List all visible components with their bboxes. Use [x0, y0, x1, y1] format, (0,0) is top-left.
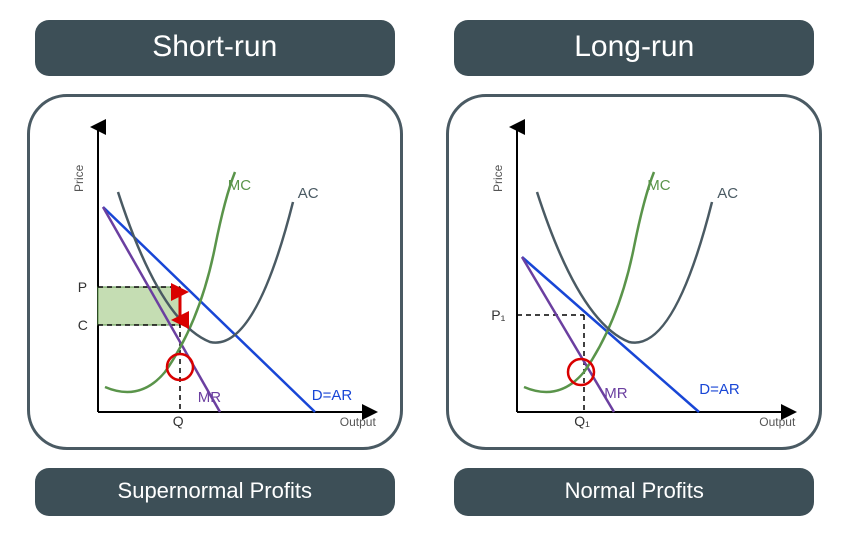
label-c: C: [78, 317, 88, 333]
curve-ac: [537, 192, 712, 343]
label-mr: MR: [198, 389, 221, 406]
label-q1: Q₁: [574, 413, 590, 429]
chart-short-run: Price Output MC AC MR D=AR P C Q: [27, 94, 403, 450]
label-mc: MC: [647, 177, 670, 194]
label-mr: MR: [604, 385, 627, 402]
chart-svg-long-run: [449, 97, 819, 447]
y-axis-label: Price: [491, 165, 505, 192]
panel-long-run: Long-run: [440, 20, 830, 516]
panel-short-run: Short-run: [20, 20, 410, 516]
curve-mr: [522, 257, 614, 412]
label-d: D=AR: [699, 381, 739, 398]
label-ac: AC: [717, 185, 738, 202]
curve-mc: [524, 172, 654, 392]
diagram-container: Short-run: [20, 20, 829, 516]
x-axis-label: Output: [759, 415, 795, 429]
label-mc: MC: [228, 177, 251, 194]
chart-long-run: Price Output MC AC MR D=AR P₁ Q₁: [446, 94, 822, 450]
label-q: Q: [173, 413, 184, 429]
equilibrium-circle: [167, 354, 193, 380]
footer-short-run: Supernormal Profits: [35, 468, 395, 516]
label-d: D=AR: [312, 387, 352, 404]
header-long-run: Long-run: [454, 20, 814, 76]
x-axis-label: Output: [340, 415, 376, 429]
label-p: P: [78, 279, 87, 295]
label-ac: AC: [298, 185, 319, 202]
header-short-run: Short-run: [35, 20, 395, 76]
footer-long-run: Normal Profits: [454, 468, 814, 516]
label-p1: P₁: [491, 307, 505, 323]
y-axis-label: Price: [72, 165, 86, 192]
